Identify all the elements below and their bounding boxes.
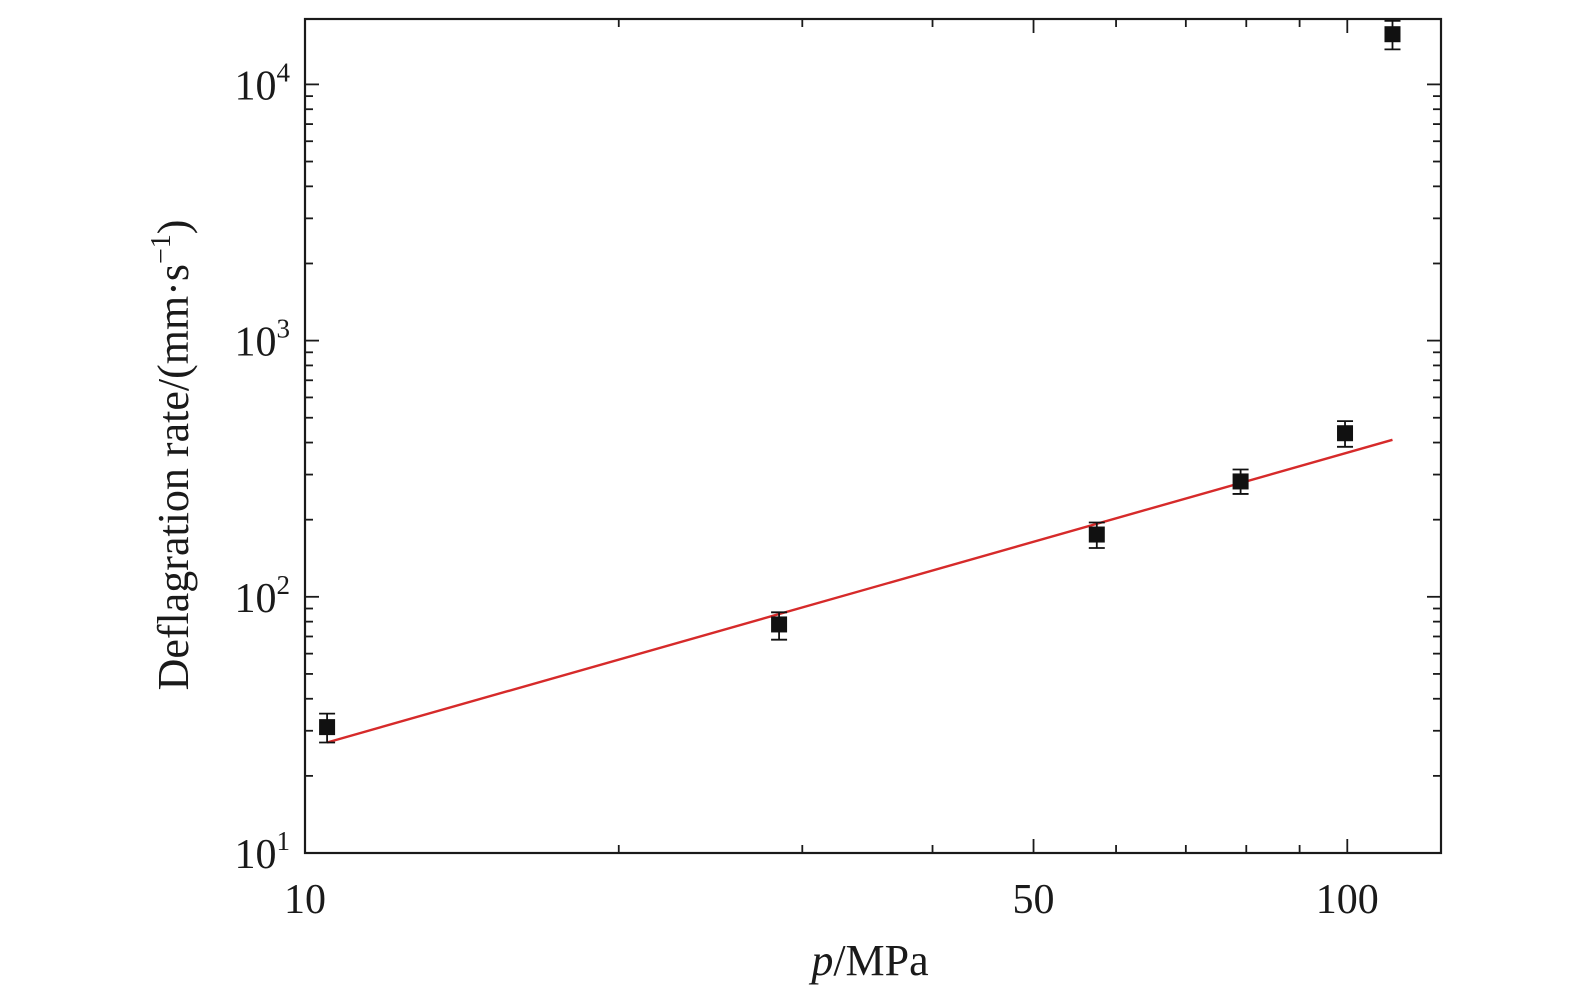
x-axis-label-unit: /MPa — [833, 936, 928, 985]
data-point — [1232, 468, 1249, 495]
y-tick-label: 102 — [235, 570, 291, 622]
x-axis-label-var: p — [808, 936, 833, 985]
square-marker — [1337, 425, 1354, 442]
y-axis-label-main: Deflagration rate/(mm·s — [149, 264, 198, 690]
x-tick-label: 100 — [1316, 877, 1379, 923]
square-marker — [1384, 26, 1401, 43]
data-points-layer — [319, 19, 1401, 744]
x-tick-label: 50 — [1013, 877, 1055, 923]
square-marker — [319, 719, 336, 736]
data-point — [1088, 521, 1105, 549]
y-tick-label: 101 — [235, 826, 291, 878]
y-axis-label-sup: −1 — [146, 234, 177, 264]
y-tick-label: 104 — [235, 57, 291, 109]
square-marker — [771, 616, 788, 633]
square-marker — [1232, 473, 1249, 490]
y-axis-label: Deflagration rate/(mm·s−1) — [146, 220, 198, 691]
data-point — [319, 712, 336, 744]
fit-line-layer — [326, 438, 1393, 744]
y-tick-label: 103 — [235, 314, 291, 366]
plot-frame — [303, 17, 1443, 855]
data-point — [1384, 19, 1401, 51]
x-tick-label: 10 — [284, 877, 326, 923]
fit-line — [326, 438, 1393, 744]
square-marker — [1088, 526, 1105, 543]
data-point — [771, 611, 788, 641]
axes: 10 50 100 101 102 103 104 — [235, 17, 1443, 923]
y-axis-label-close: ) — [149, 220, 198, 235]
x-axis-label: p/MPa — [808, 936, 928, 985]
data-point — [1337, 420, 1354, 448]
